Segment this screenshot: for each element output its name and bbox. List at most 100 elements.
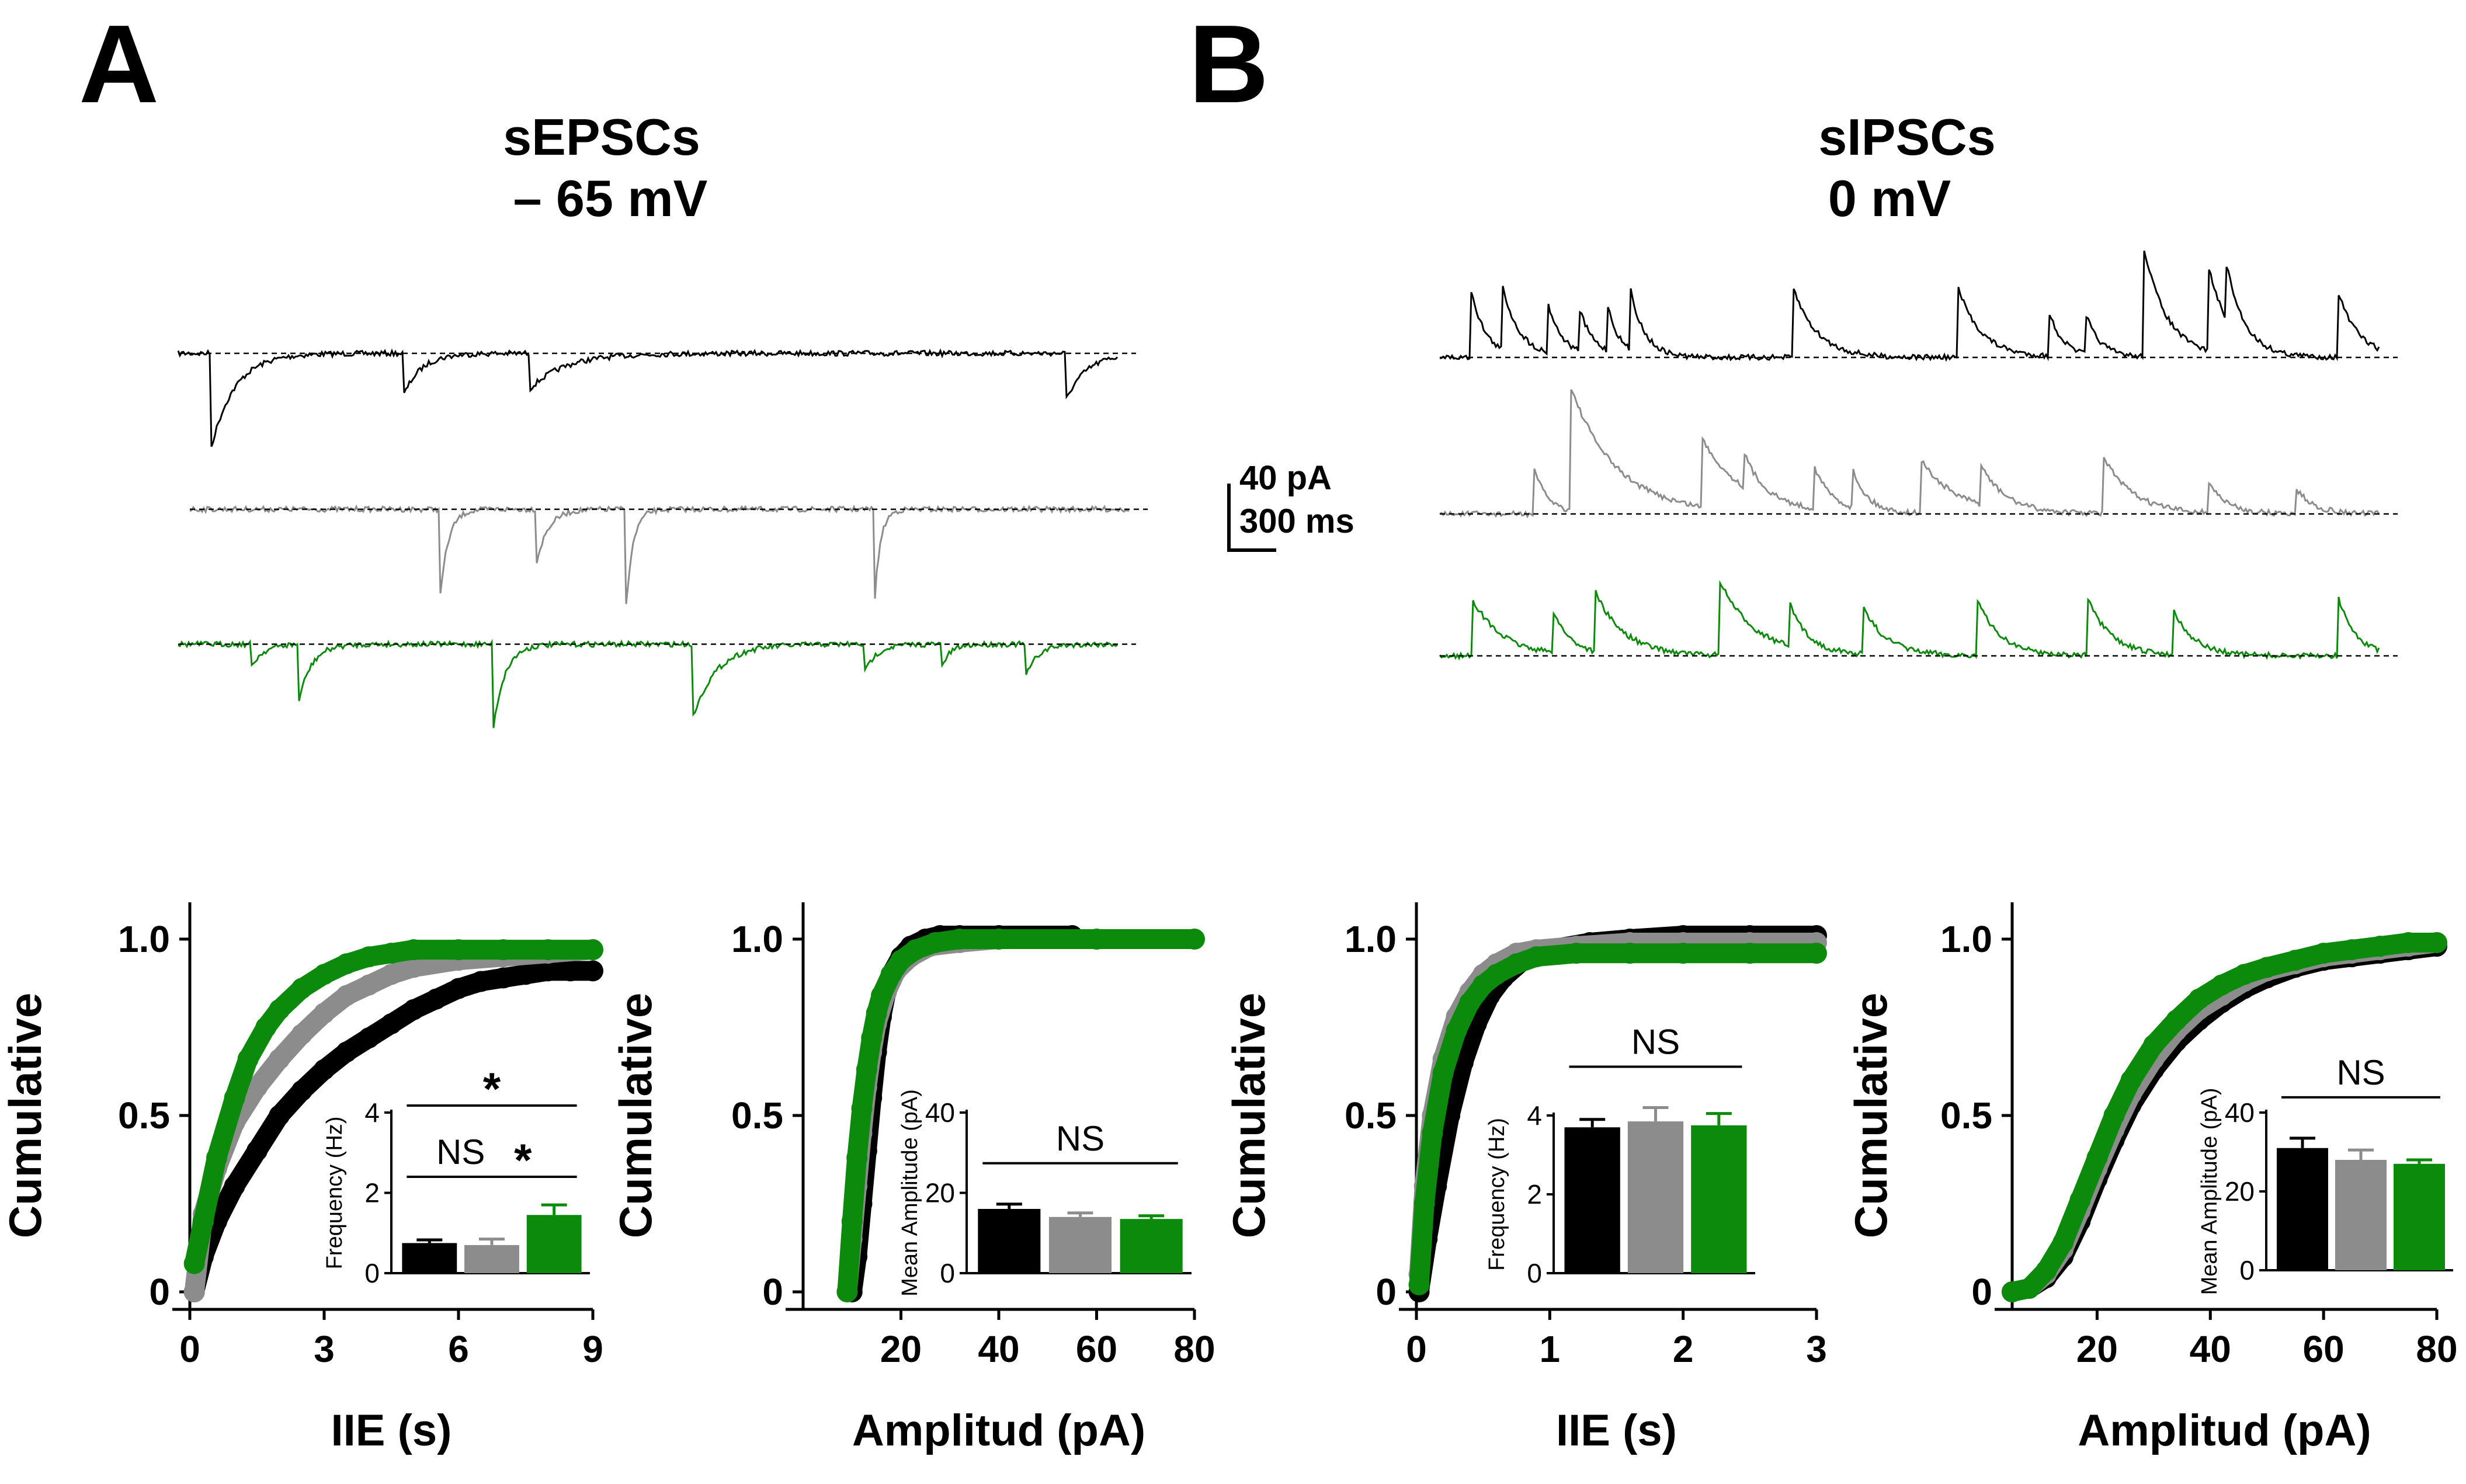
trace-b-gray [1439, 389, 2380, 519]
y-tick-label: 0.5 [1940, 1094, 1992, 1137]
data-point-green [2370, 936, 2391, 957]
x-axis-label: IIE (s) [331, 1406, 452, 1455]
data-point-green [1739, 943, 1760, 964]
data-point-green [224, 1087, 245, 1108]
data-point-green [1184, 929, 1205, 950]
data-point-green [2019, 1277, 2040, 1299]
data-point-green [925, 932, 946, 954]
scale-bar-time: 300 ms [1239, 502, 1354, 540]
data-point-green [1408, 1274, 1430, 1295]
data-point-black [537, 960, 559, 982]
inset-y-tick-label: 0 [940, 1258, 955, 1288]
x-tick-label: 20 [2076, 1328, 2118, 1370]
trace-a-green [178, 638, 1118, 728]
panel-b-letter: B [1189, 2, 1269, 126]
x-axis-label: IIE (s) [1556, 1406, 1677, 1455]
chart-b-iie: 0 0.5 1.0 0 1 2 3 IIE (s) Cumulative 0 2 4 Frequency… [1223, 902, 1827, 1455]
data-point-green [237, 1048, 259, 1070]
data-point-black [582, 960, 603, 982]
data-point-green [2143, 1034, 2165, 1056]
data-point-green [2166, 1009, 2187, 1031]
inset-y-tick-label: 40 [925, 1097, 955, 1128]
inset-b-iie: 0 2 4 Frequency (Hz) NS [1485, 1023, 1755, 1288]
inset-y-tick-label: 0 [2239, 1255, 2255, 1285]
data-point-black [336, 1041, 357, 1063]
inset-bar-green [526, 1215, 582, 1273]
y-tick-label: 0.5 [1345, 1094, 1397, 1137]
data-point-green [2036, 1260, 2057, 1281]
y-tick-label: 0 [149, 1271, 170, 1313]
x-tick-label: 60 [1076, 1328, 1117, 1370]
inset-y-tick-label: 2 [1527, 1179, 1542, 1210]
data-point-green [183, 1253, 205, 1274]
data-point-green [2069, 1189, 2091, 1211]
data-point-green [856, 1059, 877, 1080]
trace-b-black [1439, 251, 2380, 362]
y-axis-label: Cumulative [0, 993, 51, 1238]
panel-a-holding: – 65 mV [513, 169, 708, 227]
x-tick-label: 0 [1406, 1328, 1427, 1370]
data-point-gray [269, 1048, 290, 1070]
data-point-green [582, 939, 603, 961]
scale-bar: 40 pA 300 ms [1227, 459, 1354, 552]
x-tick-label: 40 [978, 1328, 1019, 1370]
data-point-green [1619, 943, 1641, 964]
inset-y-tick-label: 40 [2225, 1097, 2255, 1128]
data-point-gray [183, 1281, 205, 1302]
inset-y-axis-label: Mean Amplitude (pA) [2197, 1088, 2222, 1295]
inset-bar-black [1564, 1127, 1620, 1273]
x-tick-label: 80 [2416, 1328, 2457, 1370]
data-point-black [470, 971, 492, 992]
y-tick-label: 0.5 [731, 1094, 783, 1137]
y-tick-label: 0 [762, 1271, 783, 1313]
inset-y-tick-label: 4 [1527, 1100, 1542, 1131]
data-point-green [537, 939, 559, 961]
data-point-gray [291, 1024, 312, 1045]
data-point-gray [381, 964, 402, 985]
y-tick-label: 0.5 [118, 1094, 170, 1137]
x-tick-label: 1 [1540, 1328, 1561, 1370]
x-tick-label: 60 [2303, 1328, 2345, 1370]
data-point-black [560, 960, 581, 982]
data-point-green [1422, 1122, 1443, 1144]
data-point-green [988, 929, 1009, 950]
comparison-label: * [483, 1063, 501, 1114]
x-tick-label: 3 [314, 1328, 335, 1370]
comparison-label: NS [1631, 1023, 1680, 1062]
comparison-label: NS [2336, 1053, 2385, 1092]
inset-bar-green [1691, 1125, 1747, 1273]
y-tick-label: 0 [1971, 1271, 1992, 1313]
inset-y-tick-label: 4 [364, 1097, 380, 1128]
data-point-green [1459, 992, 1481, 1013]
data-point-black [448, 978, 469, 999]
inset-y-axis-label: Mean Amplitude (pA) [898, 1089, 922, 1297]
data-point-green [1806, 943, 1827, 964]
data-point-green [1566, 943, 1587, 964]
data-point-black [381, 1013, 402, 1034]
current-traces [177, 251, 2398, 728]
data-point-black [291, 1080, 312, 1101]
data-point-green [255, 1017, 277, 1038]
y-tick-label: 1.0 [731, 918, 783, 960]
trace-b-green [1439, 579, 2380, 661]
data-point-green [2426, 932, 2447, 954]
inset-a-iie: 0 2 4 Frequency (Hz) * NS * [322, 1063, 590, 1288]
x-tick-label: 2 [1673, 1328, 1694, 1370]
data-point-green [866, 1002, 887, 1024]
inset-y-tick-label: 2 [364, 1178, 380, 1208]
data-point-black [492, 967, 514, 989]
y-tick-label: 1.0 [1940, 918, 1992, 960]
data-point-green [403, 939, 425, 961]
scale-bar-amplitude: 40 pA [1239, 459, 1332, 497]
data-point-green [2211, 974, 2232, 996]
inset-y-axis-label: Frequency (Hz) [1485, 1118, 1509, 1271]
data-point-green [2398, 932, 2419, 954]
inset-y-tick-label: 20 [925, 1178, 955, 1208]
y-axis-label: Cumulative [1845, 993, 1897, 1238]
inset-y-tick-label: 0 [364, 1258, 380, 1288]
data-point-green [1486, 964, 1507, 985]
inset-bar-green [2394, 1163, 2445, 1270]
data-point-green [861, 1027, 883, 1049]
data-point-black [246, 1140, 268, 1162]
